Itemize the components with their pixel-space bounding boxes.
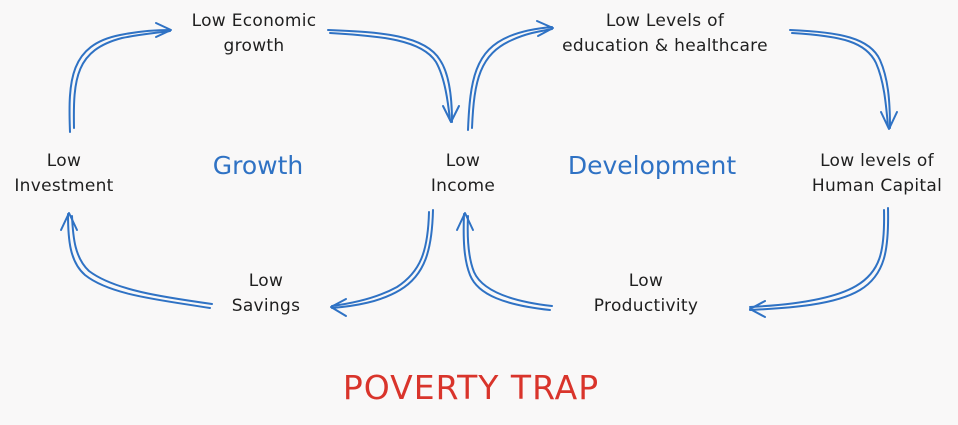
node-low-investment-line-1: Low xyxy=(46,151,82,171)
node-low-economic-growth-line-2: growth xyxy=(223,36,285,56)
arrow-human-capital-to-productivity xyxy=(749,207,890,318)
node-low-income-line-2: Income xyxy=(430,176,496,196)
node-low-economic-growth-line-1: Low Economic xyxy=(191,11,317,31)
node-low-income: Low Income xyxy=(431,149,495,199)
node-low-human-capital: Low levels of Human Capital xyxy=(812,149,942,199)
arrow-investment-to-growth xyxy=(68,22,172,133)
node-low-education-healthcare: Low Levels of education & healthcare xyxy=(562,9,768,59)
node-low-productivity-line-2: Productivity xyxy=(593,296,699,316)
node-low-investment-line-2: Investment xyxy=(14,176,114,196)
node-low-human-capital-line-2: Human Capital xyxy=(811,176,943,196)
node-low-education-healthcare-line-2: education & healthcare xyxy=(562,36,768,56)
diagram-title: POVERTY TRAP xyxy=(342,368,600,407)
node-low-savings-line-1: Low xyxy=(248,271,284,291)
section-label-growth: Growth xyxy=(212,151,304,180)
node-low-human-capital-line-1: Low levels of xyxy=(820,151,934,171)
node-low-productivity-line-1: Low xyxy=(628,271,664,291)
arrow-savings-to-investment xyxy=(60,212,213,309)
node-low-productivity: Low Productivity xyxy=(594,269,698,319)
arrow-productivity-to-income xyxy=(456,212,553,311)
node-low-income-line-1: Low xyxy=(445,151,481,171)
node-low-education-healthcare-line-1: Low Levels of xyxy=(605,11,725,31)
node-low-savings: Low Savings xyxy=(232,269,301,319)
arrow-growth-to-income xyxy=(327,29,460,123)
node-low-economic-growth: Low Economic growth xyxy=(192,9,317,59)
arrow-income-to-savings xyxy=(330,209,434,317)
node-low-savings-line-2: Savings xyxy=(231,296,301,316)
arrow-income-to-education xyxy=(467,20,554,131)
arrow-education-to-human-capital xyxy=(789,29,898,130)
section-label-development: Development xyxy=(567,151,737,180)
node-low-investment: Low Investment xyxy=(14,149,113,199)
